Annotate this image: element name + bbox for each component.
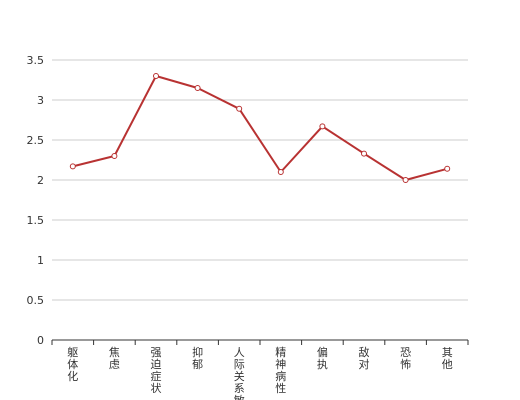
y-axis: 0 0.5 1 1.5 2 2.5 3 3.5 bbox=[27, 54, 45, 347]
y-tick-label: 1.5 bbox=[27, 214, 45, 227]
data-point[interactable] bbox=[111, 153, 118, 159]
y-tick-label: 2 bbox=[37, 174, 44, 187]
x-tick-label: 精神病性 bbox=[275, 346, 286, 395]
x-tick-label: 焦虑 bbox=[109, 346, 120, 371]
data-point[interactable] bbox=[69, 163, 76, 170]
data-point[interactable] bbox=[277, 169, 284, 175]
data-point[interactable] bbox=[402, 177, 409, 183]
x-tick-label: 人际关系敏感 bbox=[234, 346, 245, 400]
x-tick-label: 抑郁 bbox=[192, 345, 203, 371]
data-point[interactable] bbox=[236, 105, 243, 112]
data-point[interactable] bbox=[319, 123, 326, 130]
data-point[interactable] bbox=[194, 85, 201, 91]
y-tick-label: 3 bbox=[37, 94, 44, 107]
y-tick-label: 2.5 bbox=[27, 134, 45, 147]
y-tick-label: 0 bbox=[37, 334, 44, 347]
x-tick-label: 偏执 bbox=[317, 345, 328, 371]
y-tick-label: 0.5 bbox=[27, 294, 45, 307]
x-tick-label: 强迫症状 bbox=[151, 346, 162, 395]
data-point[interactable] bbox=[361, 150, 367, 157]
x-axis: 躯体化 焦虑 强迫症状 抑郁 人际关系敏感 精神病性 偏执 敌对 恐怖 其他 bbox=[51, 339, 469, 400]
data-point[interactable] bbox=[444, 165, 451, 172]
data-point[interactable] bbox=[153, 73, 159, 79]
x-tick-label: 躯体化 bbox=[67, 346, 78, 383]
x-tick-label: 其他 bbox=[442, 346, 453, 371]
series-layer bbox=[69, 73, 451, 183]
y-tick-label: 3.5 bbox=[27, 54, 45, 67]
x-tick-label: 恐怖 bbox=[400, 346, 411, 371]
y-tick-label: 1 bbox=[37, 254, 44, 267]
x-tick-label: 敌对 bbox=[359, 345, 370, 371]
series-line bbox=[72, 75, 448, 181]
